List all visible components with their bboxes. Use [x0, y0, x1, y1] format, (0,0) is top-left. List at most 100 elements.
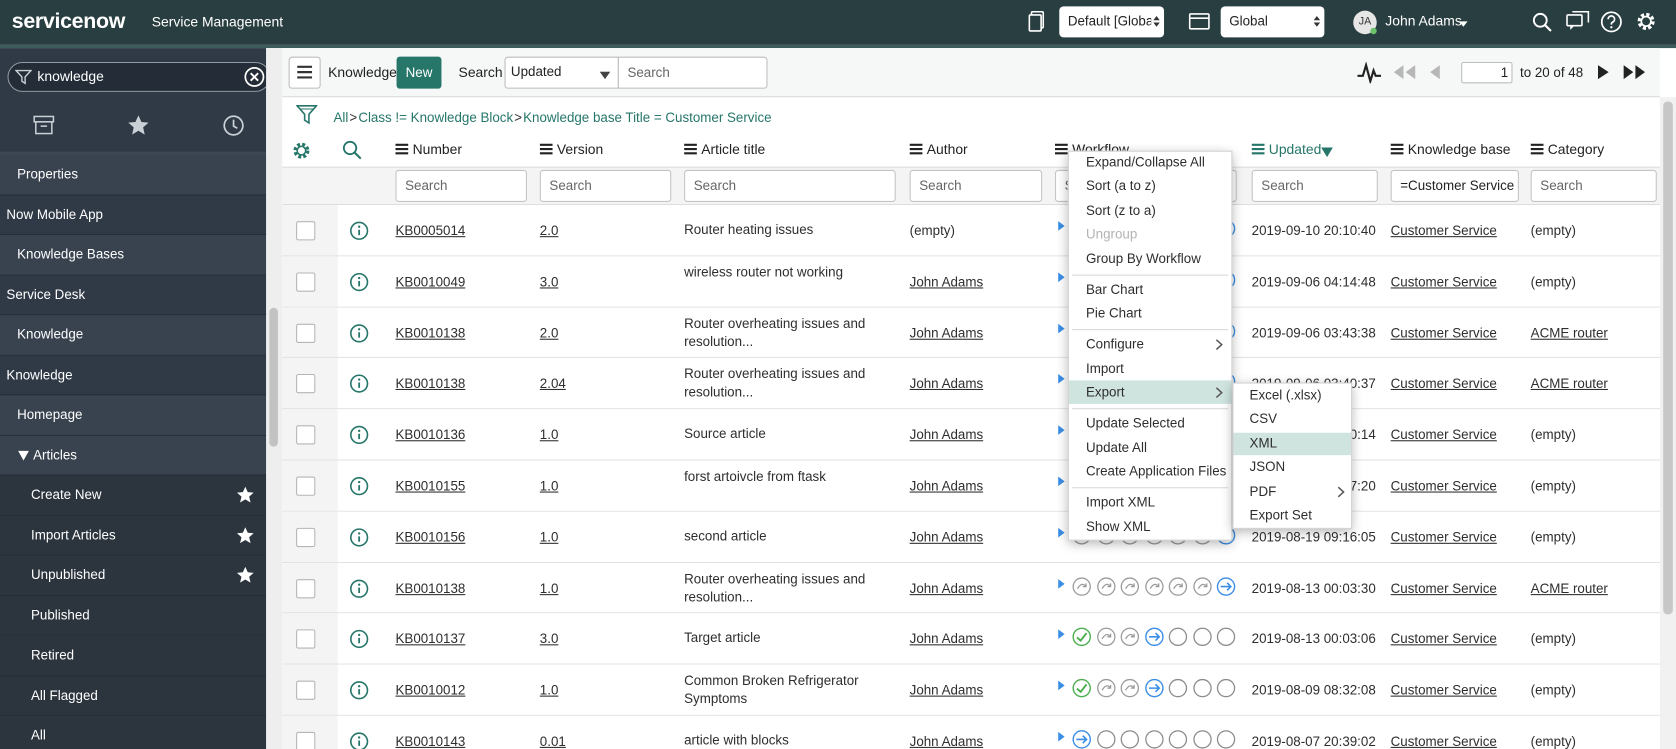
nav-row[interactable]: [0, 675, 267, 716]
column-filter-input[interactable]: [1390, 169, 1519, 202]
menu-item[interactable]: Update Selected: [1086, 415, 1185, 431]
cell-link[interactable]: Customer Service: [1390, 529, 1497, 545]
nav-row[interactable]: [0, 635, 267, 676]
cell-link[interactable]: KB0010012: [395, 682, 466, 698]
cell-link[interactable]: Customer Service: [1390, 325, 1497, 341]
nav-item[interactable]: Knowledge: [17, 326, 84, 342]
cell-link[interactable]: Customer Service: [1390, 631, 1497, 647]
cell-link[interactable]: John Adams: [909, 580, 984, 596]
workflow-expand[interactable]: [1057, 628, 1066, 640]
cell-link[interactable]: KB0010138: [395, 325, 466, 341]
row-checkbox[interactable]: [296, 323, 316, 343]
cell-link[interactable]: 2.0: [539, 325, 559, 341]
menu-item[interactable]: Sort (z to a): [1086, 203, 1156, 218]
row-checkbox[interactable]: [296, 629, 316, 649]
record-info-icon[interactable]: [350, 630, 369, 649]
cell-link[interactable]: Customer Service: [1390, 376, 1497, 392]
cell-link[interactable]: KB0010156: [395, 529, 466, 545]
workflow-expand[interactable]: [1057, 219, 1066, 231]
page-input[interactable]: [1461, 61, 1513, 84]
search-icon[interactable]: [1532, 12, 1553, 33]
nav-item[interactable]: Retired: [30, 647, 75, 663]
menu-item[interactable]: Export: [1086, 384, 1125, 400]
column-menu-icon[interactable]: [1251, 143, 1265, 155]
tab-archive[interactable]: [33, 115, 55, 135]
submenu-item[interactable]: Excel (.xlsx): [1249, 387, 1322, 403]
tab-history[interactable]: [222, 114, 244, 136]
nav-row[interactable]: [0, 315, 267, 356]
cell-link[interactable]: KB0005014: [395, 223, 466, 239]
search-input[interactable]: [617, 56, 768, 89]
column-header[interactable]: Number: [412, 141, 463, 158]
nav-item[interactable]: Unpublished: [30, 567, 106, 583]
row-checkbox[interactable]: [296, 221, 316, 241]
column-menu-icon[interactable]: [909, 143, 923, 155]
submenu-item[interactable]: Export Set: [1249, 507, 1312, 523]
nav-item[interactable]: Service Desk: [6, 286, 86, 302]
nav-row[interactable]: [0, 154, 267, 196]
nav-item[interactable]: Now Mobile App: [6, 206, 103, 222]
next-page[interactable]: [1597, 65, 1610, 80]
cell-link[interactable]: John Adams: [909, 733, 984, 749]
menu-item[interactable]: Group By Workflow: [1086, 251, 1201, 267]
cell-link[interactable]: 1.0: [539, 529, 559, 545]
nav-row[interactable]: [0, 395, 267, 436]
tab-favorites[interactable]: [127, 114, 149, 135]
cell-link[interactable]: Customer Service: [1390, 223, 1497, 239]
cell-link[interactable]: KB0010137: [395, 631, 466, 647]
column-menu-icon[interactable]: [684, 143, 697, 155]
filter-toggle[interactable]: [295, 104, 319, 125]
column-search[interactable]: [342, 140, 362, 160]
chat-icon[interactable]: [1566, 10, 1590, 32]
submenu-item[interactable]: JSON: [1249, 459, 1286, 475]
row-checkbox[interactable]: [296, 425, 316, 445]
workflow-expand[interactable]: [1057, 321, 1066, 333]
favorite-star[interactable]: [236, 566, 254, 583]
cell-link[interactable]: John Adams: [909, 478, 984, 494]
nav-row[interactable]: [0, 475, 267, 516]
row-checkbox[interactable]: [296, 680, 316, 700]
workflow-expand[interactable]: [1057, 270, 1066, 282]
column-filter-input[interactable]: [395, 169, 527, 202]
column-filter-input[interactable]: [909, 169, 1043, 202]
menu-item[interactable]: Bar Chart: [1086, 282, 1144, 298]
nav-row[interactable]: [0, 555, 267, 596]
cell-link[interactable]: John Adams: [909, 274, 984, 290]
cell-link[interactable]: ACME router: [1530, 376, 1608, 392]
submenu-item[interactable]: CSV: [1249, 411, 1278, 427]
cell-link[interactable]: 1.0: [539, 580, 559, 596]
record-info-icon[interactable]: [350, 476, 369, 496]
cell-link[interactable]: ACME router: [1530, 580, 1608, 596]
column-header[interactable]: Knowledge base: [1407, 141, 1511, 158]
workflow-expand[interactable]: [1057, 372, 1066, 384]
favorite-star[interactable]: [236, 526, 254, 543]
menu-item[interactable]: Import: [1086, 361, 1124, 377]
menu-item[interactable]: Show XML: [1086, 519, 1151, 535]
nav-item[interactable]: Import Articles: [30, 527, 116, 543]
row-checkbox[interactable]: [296, 731, 316, 749]
column-filter-input[interactable]: [539, 169, 672, 202]
record-info-icon[interactable]: [350, 579, 369, 598]
cell-link[interactable]: 3.0: [539, 631, 559, 647]
cell-link[interactable]: KB0010049: [395, 274, 466, 290]
row-checkbox[interactable]: [296, 578, 316, 598]
menu-item[interactable]: Pie Chart: [1086, 305, 1142, 321]
nav-item[interactable]: Knowledge Bases: [17, 246, 125, 262]
brand-logo[interactable]: servicenow: [11, 9, 126, 34]
cell-link[interactable]: John Adams: [909, 427, 984, 443]
menu-item[interactable]: Import XML: [1086, 494, 1156, 510]
cell-link[interactable]: 0.01: [539, 733, 566, 749]
record-info-icon[interactable]: [350, 425, 369, 445]
cell-link[interactable]: 3.0: [539, 274, 559, 290]
menu-item[interactable]: Sort (a to z): [1086, 178, 1156, 194]
nav-row[interactable]: [0, 595, 267, 636]
nav-row[interactable]: [0, 235, 267, 276]
cell-link[interactable]: John Adams: [909, 682, 984, 698]
workflow-expand[interactable]: [1057, 423, 1066, 435]
clear-icon[interactable]: [244, 66, 265, 87]
record-info-icon[interactable]: [350, 323, 369, 342]
column-header[interactable]: Author: [926, 141, 968, 158]
nav-row[interactable]: [0, 515, 267, 556]
cell-link[interactable]: Customer Service: [1390, 733, 1497, 749]
menu-item[interactable]: Configure: [1086, 336, 1144, 352]
